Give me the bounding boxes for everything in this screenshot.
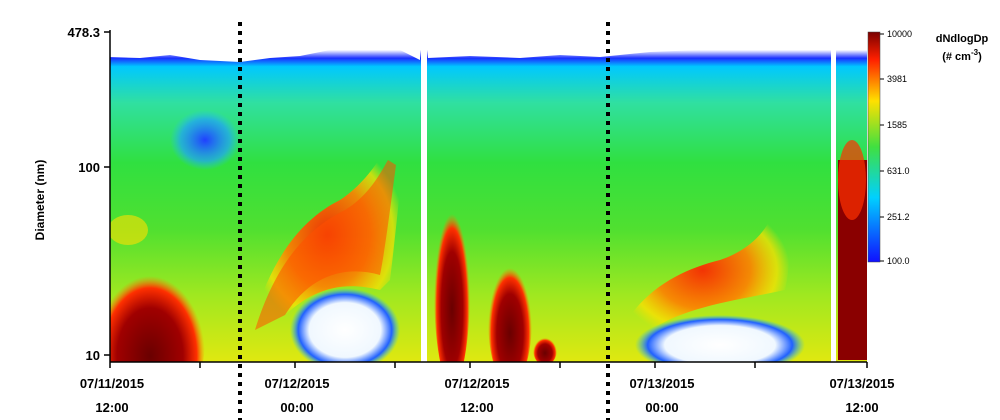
x-tick-date: 07/11/2015	[80, 376, 144, 391]
colorbar-tick-label: 251.2	[887, 212, 910, 222]
heatmap-surface	[110, 30, 867, 362]
colorbar-tick-label: 100.0	[887, 256, 910, 266]
x-tick-date: 07/13/2015	[829, 376, 894, 391]
y-axis-title: Diameter (nm)	[33, 160, 47, 241]
colorbar-ticks	[880, 33, 884, 262]
colorbar-unit: (# cm-3)	[942, 48, 982, 63]
x-tick-time: 00:00	[645, 400, 678, 415]
x-tick-time: 12:00	[460, 400, 493, 415]
colorbar-tick-label: 10000	[887, 29, 912, 39]
y-tick-label: 478.3	[67, 25, 100, 40]
colorbar	[867, 31, 881, 263]
colorbar-tick-label: 3981	[887, 74, 907, 84]
x-tick-date: 07/12/2015	[264, 376, 329, 391]
colorbar-tick-label: 631.0	[887, 166, 910, 176]
colorbar-tick-label: 1585	[887, 120, 907, 130]
x-ticks	[109, 362, 868, 368]
x-tick-time: 12:00	[95, 400, 128, 415]
colorbar-title: dNdlogDp	[936, 33, 989, 45]
y-tick-label: 10	[86, 348, 100, 363]
y-tick-label: 100	[78, 160, 100, 175]
x-tick-date: 07/12/2015	[444, 376, 509, 391]
x-tick-date: 07/13/2015	[629, 376, 694, 391]
x-tick-time: 00:00	[280, 400, 313, 415]
x-tick-time: 12:00	[845, 400, 878, 415]
